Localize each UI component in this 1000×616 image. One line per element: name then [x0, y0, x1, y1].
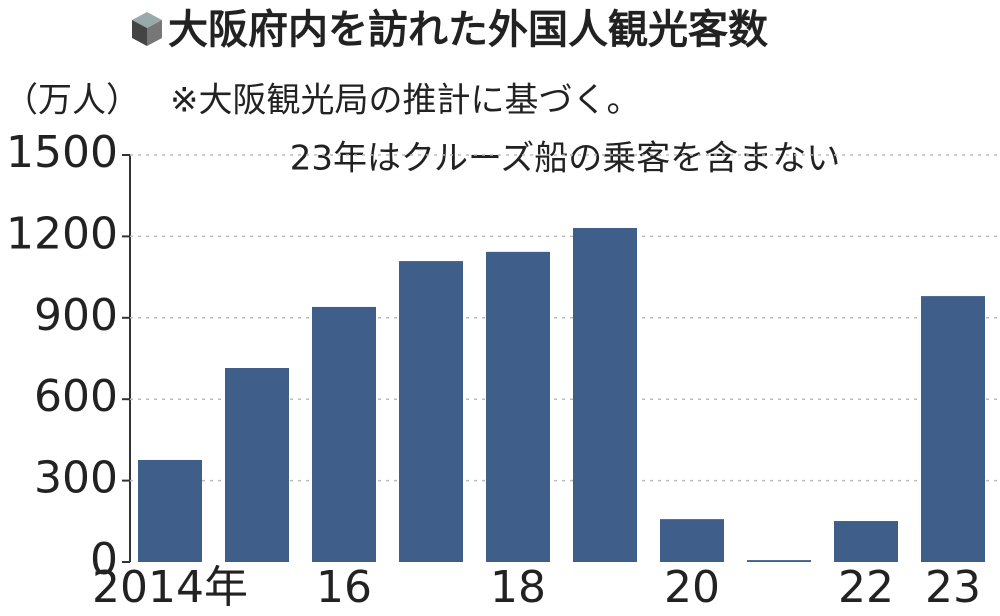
- x-tick-label: 16: [316, 562, 372, 613]
- bar: [660, 519, 724, 562]
- bar: [486, 251, 550, 562]
- bar: [225, 367, 289, 562]
- y-tick-label: 0: [90, 534, 118, 585]
- chart-title: 大阪府内を訪れた外国人観光客数: [168, 7, 768, 53]
- x-tick-label: 20: [664, 562, 720, 613]
- y-tick-label: 1500: [6, 127, 118, 178]
- x-tick-label: 18: [490, 562, 546, 613]
- x-tick-label: 23: [925, 562, 981, 613]
- y-tick-label: 600: [34, 371, 118, 422]
- y-tick-label: 900: [34, 290, 118, 341]
- bar: [138, 459, 202, 562]
- annotation: ※大阪観光局の推計に基づく。: [170, 81, 641, 121]
- bar: [573, 227, 637, 563]
- bar: [312, 306, 376, 562]
- bar: [834, 521, 898, 562]
- bar: [399, 261, 463, 562]
- x-tick-label: 2014年: [92, 562, 248, 613]
- annotation: 23年はクルーズ船の乗客を含まない: [290, 139, 841, 179]
- y-tick-label: 300: [34, 453, 118, 504]
- title-icon: [132, 12, 162, 46]
- y-tick-label: 1200: [6, 208, 118, 259]
- bar: [921, 296, 985, 562]
- x-tick-label: 22: [838, 562, 894, 613]
- bar: [747, 560, 811, 562]
- y-axis-unit: （万人）: [4, 81, 140, 121]
